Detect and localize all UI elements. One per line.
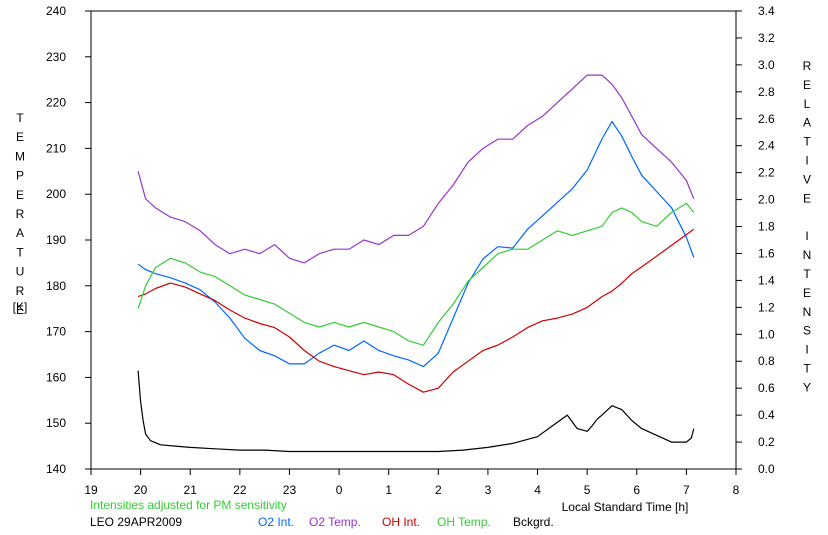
- legend-entry: O2 Temp.: [309, 515, 361, 529]
- y-right-tick-label: 3.0: [758, 58, 775, 72]
- y-left-tick-label: 200: [46, 187, 66, 201]
- x-tick-label: 0: [336, 483, 343, 497]
- series-line: [137, 74, 695, 264]
- x-tick-label: 2: [435, 483, 442, 497]
- x-tick-label: 1: [385, 483, 392, 497]
- y-right-tick-label: 2.0: [758, 193, 775, 207]
- labels-layer: 19 20 21 22 23 0 1 2 3 4 5 6 7 8140150160170180190200…: [13, 4, 812, 529]
- y-right-tick-label: 1.2: [758, 300, 775, 314]
- y-left-tick-label: 150: [46, 416, 66, 430]
- y-right-tick-label: 3.2: [758, 31, 775, 45]
- y-right-tick-label: 0.8: [758, 354, 775, 368]
- y-right-tick-label: 2.2: [758, 166, 775, 180]
- y-left-tick-label: 170: [46, 325, 66, 339]
- series-line: [137, 228, 695, 393]
- series-line: [137, 120, 695, 368]
- series-line: [137, 202, 695, 346]
- station-date: LEO 29APR2009: [90, 515, 182, 529]
- x-tick-label: 22: [233, 483, 247, 497]
- y-right-tick-label: 0.0: [758, 462, 775, 476]
- x-tick-label: 19: [84, 483, 98, 497]
- x-tick-label: 20: [134, 483, 148, 497]
- y-left-tick-label: 190: [46, 233, 66, 247]
- legend-entry: OH Int.: [382, 515, 420, 529]
- x-axis-title: Local Standard Time [h]: [562, 500, 689, 514]
- y-right-tick-label: 0.4: [758, 408, 775, 422]
- x-tick-label: 6: [633, 483, 640, 497]
- legend-entry: Bckgrd.: [513, 515, 554, 529]
- x-tick-label: 8: [733, 483, 740, 497]
- y-left-axis-unit: [K]: [13, 300, 28, 314]
- y-left-tick-label: 240: [46, 4, 66, 18]
- x-tick-label: 21: [184, 483, 198, 497]
- y-right-tick-label: 1.6: [758, 246, 775, 260]
- series-line: [137, 370, 695, 453]
- y-right-tick-label: 0.2: [758, 435, 775, 449]
- x-tick-label: 4: [534, 483, 541, 497]
- y-right-tick-label: 3.4: [758, 4, 775, 18]
- y-right-tick-label: 1.4: [758, 273, 775, 287]
- y-left-tick-label: 180: [46, 279, 66, 293]
- y-right-tick-label: 1.8: [758, 220, 775, 234]
- sensitivity-note: Intensities adjusted for PM sensitivity: [90, 498, 287, 512]
- y-right-tick-label: 0.6: [758, 381, 775, 395]
- x-tick-label: 5: [584, 483, 591, 497]
- series-layer: [137, 74, 695, 453]
- y-left-tick-label: 220: [46, 96, 66, 110]
- legend-entry: OH Temp.: [437, 515, 491, 529]
- x-tick-label: 23: [283, 483, 297, 497]
- x-tick-label: 3: [485, 483, 492, 497]
- y-left-tick-label: 140: [46, 462, 66, 476]
- y-right-tick-label: 1.0: [758, 327, 775, 341]
- y-right-tick-label: 2.4: [758, 139, 775, 153]
- y-right-tick-label: 2.6: [758, 112, 775, 126]
- x-tick-label: 7: [683, 483, 690, 497]
- legend-entry: O2 Int.: [258, 515, 294, 529]
- axes-layer: [85, 10, 742, 475]
- y-left-tick-label: 160: [46, 370, 66, 384]
- y-left-tick-label: 210: [46, 141, 66, 155]
- y-left-tick-label: 230: [46, 50, 66, 64]
- y-right-tick-label: 2.8: [758, 85, 775, 99]
